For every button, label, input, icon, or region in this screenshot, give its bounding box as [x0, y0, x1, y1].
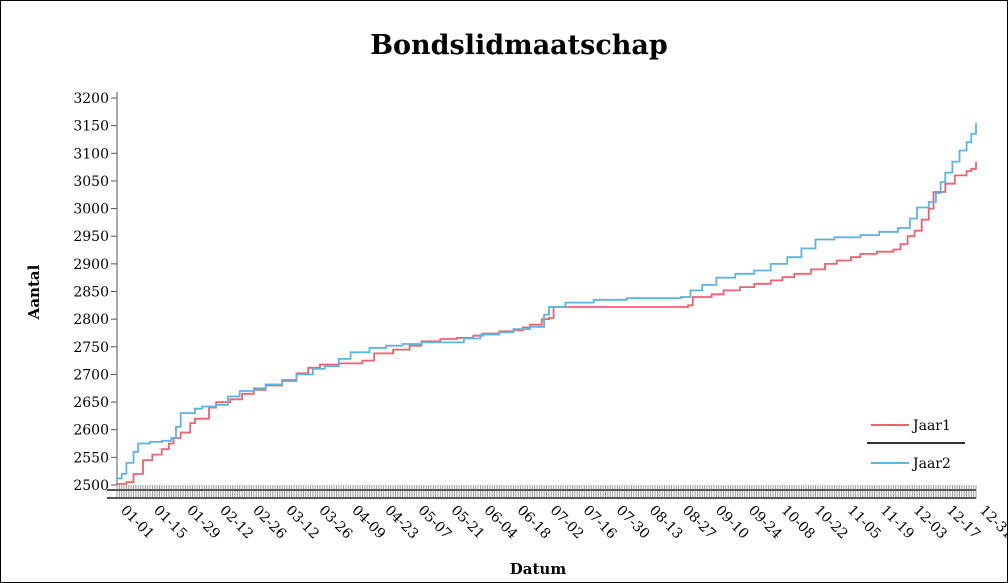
x-tick-label: 09-10 [712, 503, 752, 543]
y-tick-label: 2500 [73, 478, 109, 494]
x-tick-label: 02-26 [249, 503, 289, 543]
y-tick-label: 2650 [73, 395, 109, 411]
x-tick-label: 11-05 [844, 503, 884, 543]
y-tick-label: 2800 [73, 312, 109, 328]
x-tick-label: 02-12 [216, 503, 256, 543]
x-tick-label: 01-29 [183, 503, 223, 543]
x-tick-label: 07-02 [547, 503, 587, 543]
x-tick-label: 07-16 [580, 503, 620, 543]
y-axis-title: Aantal [25, 264, 43, 320]
y-axis-ticks: 2500 2550 2600 2650 2700 2750 2800 2850 2900 2950… [73, 91, 117, 494]
y-tick-label: 3000 [73, 202, 109, 218]
x-axis-title: Datum [510, 560, 567, 578]
chart-title: Bondslidmaatschap [370, 30, 668, 61]
y-tick-label: 2900 [73, 257, 109, 273]
y-tick-label: 2600 [73, 423, 109, 439]
y-tick-label: 2950 [73, 229, 109, 245]
x-axis-ticks: 01-0101-1501-2902-1202-2603-1203-2604-09… [107, 485, 1007, 542]
x-tick-label: 05-07 [415, 503, 455, 543]
y-tick-label: 3100 [73, 146, 109, 162]
x-tick-label: 03-26 [315, 503, 355, 543]
x-tick-label: 06-04 [481, 503, 521, 543]
x-tick-label: 08-27 [679, 503, 719, 543]
x-tick-label: 04-09 [348, 503, 388, 543]
y-tick-label: 3200 [73, 91, 109, 107]
x-axis-daily-ticks [116, 485, 977, 499]
x-tick-label: 05-21 [448, 503, 488, 543]
y-tick-label: 2700 [73, 367, 109, 383]
x-tick-label: 06-18 [514, 503, 554, 543]
plot-area [116, 92, 977, 485]
legend-label-jaar2: Jaar2 [911, 456, 951, 472]
legend: Jaar1 Jaar2 [867, 418, 965, 472]
y-tick-label: 3050 [73, 174, 109, 190]
x-tick-label: 01-15 [150, 503, 190, 543]
x-tick-label: 07-30 [613, 503, 653, 543]
y-tick-label: 2850 [73, 285, 109, 301]
legend-label-jaar1: Jaar1 [911, 418, 951, 434]
x-tick-label: 03-12 [282, 503, 322, 543]
x-tick-label: 10-22 [811, 503, 851, 543]
x-tick-label: 04-23 [381, 503, 421, 543]
series-line-jaar2 [117, 122, 977, 480]
x-tick-label: 12-31 [976, 503, 1007, 543]
x-tick-label: 12-17 [943, 503, 983, 543]
y-tick-label: 2750 [73, 340, 109, 356]
y-tick-label: 3150 [73, 119, 109, 135]
x-tick-label: 09-24 [745, 503, 785, 543]
x-tick-label: 01-01 [117, 503, 157, 543]
x-tick-label: 12-03 [910, 503, 950, 543]
y-tick-label: 2550 [73, 450, 109, 466]
x-tick-label: 11-19 [877, 503, 917, 543]
series-line-jaar1 [117, 161, 977, 485]
x-tick-label: 08-13 [646, 503, 686, 543]
x-tick-label: 10-08 [778, 503, 818, 543]
